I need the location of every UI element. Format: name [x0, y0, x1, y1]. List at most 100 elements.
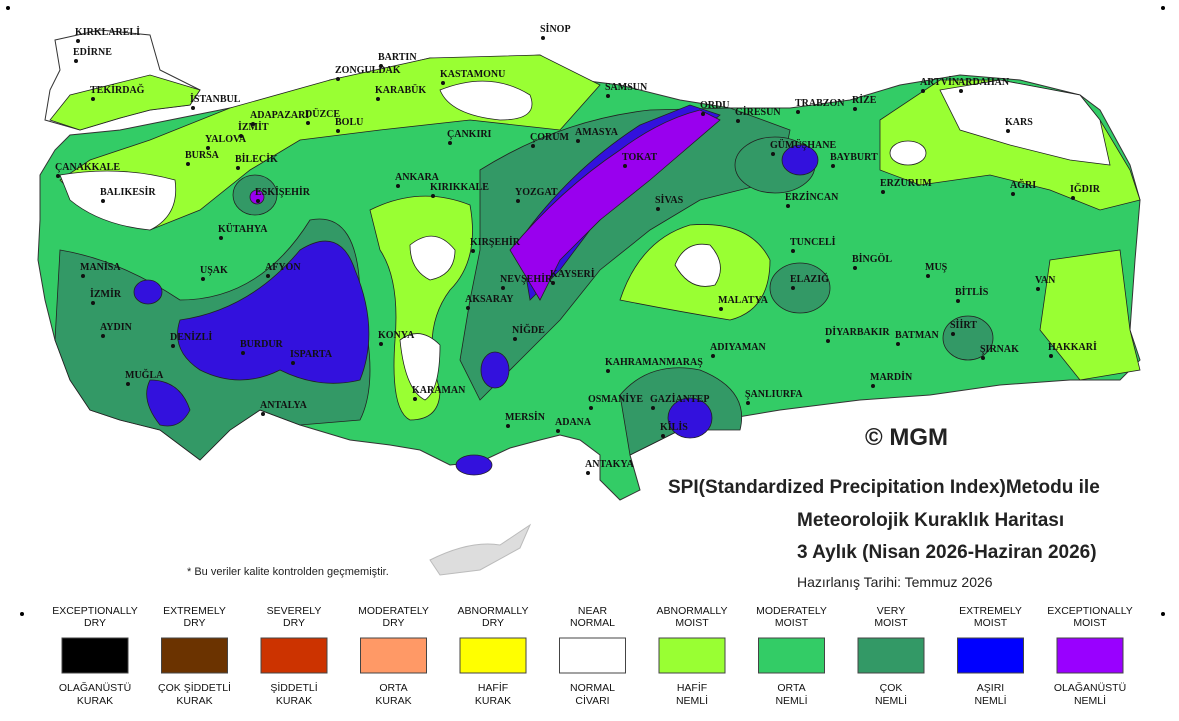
legend-label-tr: KURAK [375, 695, 411, 707]
city-label: İSTANBUL [190, 93, 241, 105]
city-dot [826, 339, 830, 343]
legend-swatch [957, 637, 1024, 674]
city-label: GİRESUN [735, 106, 781, 118]
city-label: DÜZCE [305, 107, 340, 120]
legend-label-tr: NEMLİ [1074, 694, 1106, 707]
city-dot [771, 152, 775, 156]
legend-label-tr: NEMLİ [775, 694, 807, 707]
city-label: ARDAHAN [958, 77, 1010, 88]
city-label: İZMİR [90, 288, 122, 300]
legend-label-en: MOIST [675, 617, 709, 629]
city-dot [531, 144, 535, 148]
zone-near-normal [674, 243, 721, 287]
city-label: KASTAMONU [440, 69, 505, 80]
city-dot [513, 337, 517, 341]
legend-label-tr: NEMLİ [875, 694, 907, 707]
zone-extremely-moist [455, 454, 493, 476]
city-label: ÇORUM [530, 132, 569, 143]
city-dot [711, 354, 715, 358]
zone-extremely-moist [667, 397, 713, 439]
city-label: AMASYA [575, 127, 619, 138]
city-label: BURDUR [240, 339, 284, 350]
city-label: VAN [1035, 275, 1056, 286]
city-dot [251, 122, 255, 126]
city-dot [719, 307, 723, 311]
legend-label-en: VERY [877, 605, 905, 617]
legend-label-tr: ÇOK ŞİDDETLİ [158, 681, 231, 694]
city-label: DENİZLİ [170, 331, 212, 343]
city-label: TRABZON [795, 98, 845, 109]
city-dot [959, 89, 963, 93]
city-label: ELAZIĞ [790, 272, 829, 285]
city-label: KARS [1005, 117, 1033, 128]
city-dot [623, 164, 627, 168]
city-label: ANTALYA [260, 400, 308, 411]
legend-label-en: ABNORMALLY [657, 605, 728, 617]
city-dot [921, 89, 925, 93]
city-label: BALIKESİR [100, 186, 156, 198]
city-label: ARTVİN [920, 76, 960, 88]
city-label: ERZİNCAN [785, 191, 839, 203]
city-label: AYDIN [100, 322, 133, 333]
zone-very-moist [942, 315, 994, 361]
legend-swatch [758, 637, 825, 674]
zone-exceptionally-moist [249, 189, 265, 205]
city-dot [74, 59, 78, 63]
cities: KIRKLARELİ EDİRNE TEKİRDAĞ İSTANBUL SİNOP BAR… [55, 23, 1101, 475]
city-label: ADANA [555, 417, 592, 428]
city-label: ÇANKIRI [447, 129, 492, 140]
corner-dot [1161, 6, 1165, 10]
city-label: İZMİT [238, 121, 269, 133]
legend-swatch [161, 637, 228, 674]
city-dot [219, 236, 223, 240]
city-label: AFYON [265, 262, 301, 273]
city-label: MANİSA [80, 261, 121, 273]
note: * Bu veriler kalite kontrolden geçmemişt… [187, 566, 389, 578]
zone-extremely-moist [781, 144, 819, 176]
legend-label-tr: CİVARI [575, 694, 609, 707]
logo: © MGM [865, 424, 948, 451]
city-dot [586, 471, 590, 475]
city-dot [206, 146, 210, 150]
legend-label-tr: ORTA [777, 682, 805, 694]
city-dot [126, 382, 130, 386]
legend-swatch [857, 637, 925, 674]
legend-swatch [658, 637, 726, 674]
city-label: ÇANAKKALE [55, 162, 120, 173]
city-dot [336, 129, 340, 133]
city-label: BARTIN [378, 52, 417, 63]
city-dot [448, 141, 452, 145]
legend-label-tr: KURAK [176, 695, 212, 707]
city-label: BURSA [185, 150, 220, 161]
city-dot [501, 286, 505, 290]
city-dot [261, 412, 265, 416]
legend-label-en: SEVERELY [267, 605, 322, 617]
legend-label-en: NORMAL [570, 617, 615, 629]
city-dot [791, 249, 795, 253]
legend-label-tr: ÇOK [880, 682, 903, 694]
city-dot [431, 194, 435, 198]
city-label: NİĞDE [512, 323, 545, 336]
city-label: BOLU [335, 117, 363, 128]
legend-swatch [360, 637, 427, 674]
city-dot [951, 332, 955, 336]
title-line: Meteorolojik Kuraklık Haritası [797, 510, 1064, 531]
city-label: UŞAK [200, 265, 228, 276]
city-dot [1036, 287, 1040, 291]
city-label: MUĞLA [125, 368, 164, 381]
city-dot [471, 249, 475, 253]
city-label: ANKARA [395, 172, 440, 183]
legend-swatch [459, 637, 527, 674]
city-dot [516, 199, 520, 203]
city-dot [896, 342, 900, 346]
city-dot [853, 266, 857, 270]
zone-extremely-moist [177, 240, 370, 384]
city-dot [981, 356, 985, 360]
legend-label-en: MOIST [1073, 617, 1107, 629]
legend-label-en: MOIST [974, 617, 1008, 629]
legend-swatch [260, 637, 328, 674]
legend: EXCEPTIONALLYDRYOLAĞANÜSTÜKURAKEXTREMELY… [52, 605, 1133, 707]
legend-label-en: MODERATELY [756, 605, 827, 617]
map [37, 29, 1141, 576]
